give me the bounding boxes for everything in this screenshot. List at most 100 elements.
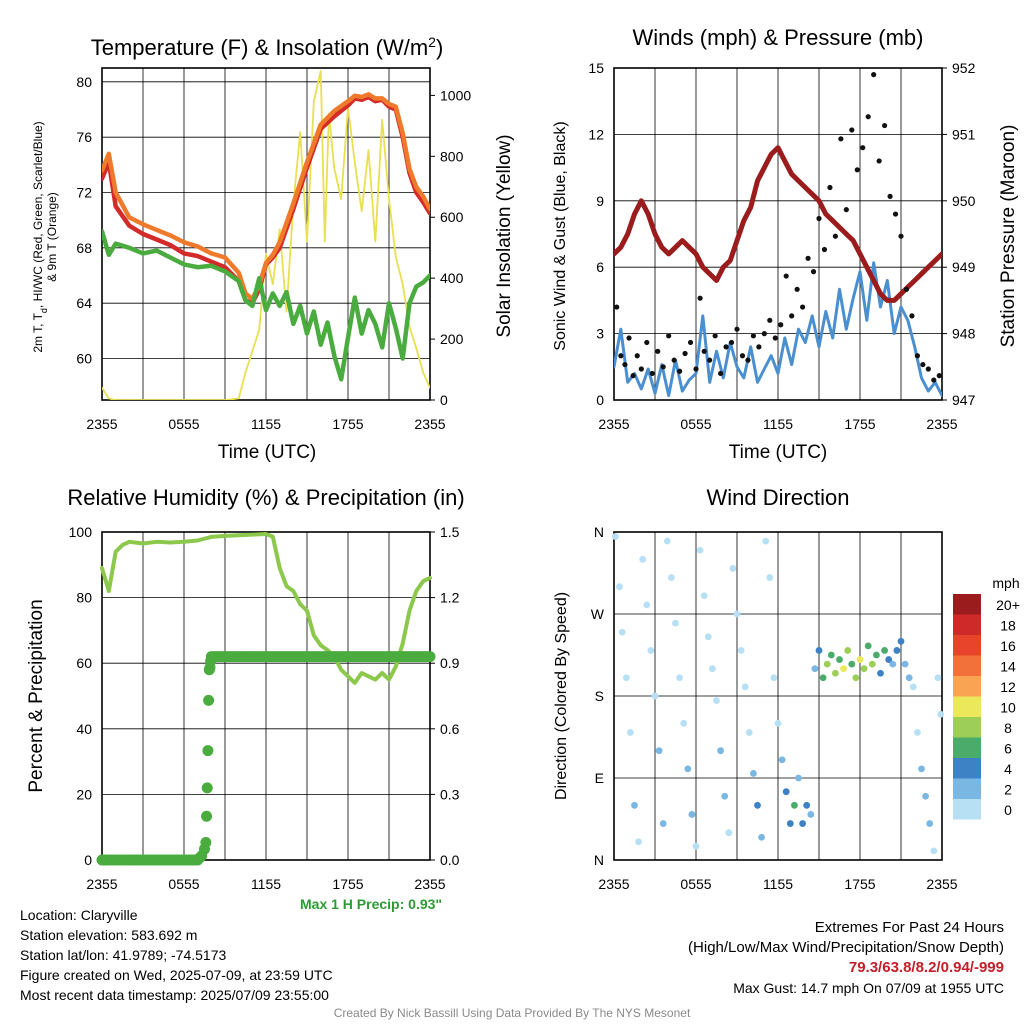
gust-point: [914, 353, 921, 359]
legend-swatch: [953, 655, 981, 676]
direction-point: [704, 633, 712, 641]
direction-point: [864, 642, 872, 650]
extremes-heading: Extremes For Past 24 Hours: [814, 919, 1004, 936]
gust-point: [697, 295, 703, 301]
extremes-subheading: (High/Low/Max Wind/Precipitation/Snow De…: [688, 939, 1004, 956]
direction-point: [909, 683, 917, 691]
nine-meter-temperature-series-line: [102, 92, 430, 302]
direction-point: [717, 747, 724, 755]
gust-point: [925, 366, 931, 372]
direction-point: [758, 833, 765, 841]
gust-point: [728, 339, 735, 346]
direction-point: [737, 647, 745, 654]
gust-point: [750, 333, 757, 339]
y-tick-label: 40: [76, 721, 92, 737]
direction-point: [881, 647, 888, 654]
y2-tick-label: 952: [952, 60, 976, 76]
gust-point: [712, 333, 718, 339]
y-tick-label: 3: [596, 326, 604, 342]
direction-point: [676, 674, 683, 682]
gust-point: [682, 350, 688, 357]
direction-point: [832, 669, 839, 677]
direction-point: [692, 842, 700, 850]
direction-point: [795, 774, 802, 782]
y-tick-label: 60: [76, 655, 92, 671]
gust-point: [865, 114, 871, 120]
direction-title: Wind Direction: [706, 485, 849, 510]
y2-tick-label: 200: [440, 331, 464, 347]
legend-label: 20+: [996, 597, 1020, 613]
direction-point: [914, 729, 921, 736]
y2-tick-label: 1.5: [440, 524, 460, 540]
y2-tick-label: 950: [952, 193, 976, 209]
y-tick-label: 68: [76, 240, 92, 256]
direction-point: [721, 792, 729, 800]
x-tick-label: 2355: [414, 416, 445, 432]
y2-tick-label: 800: [440, 148, 464, 164]
y-tick-label: S: [595, 688, 604, 704]
legend-swatch: [953, 737, 981, 758]
gust-point: [876, 158, 882, 164]
y-tick-label: 76: [76, 129, 92, 145]
humidity-ylabel-left: Percent & Precipitation: [26, 599, 47, 792]
y-tick-label: 64: [76, 295, 92, 311]
direction-point: [729, 565, 737, 572]
direction-point: [815, 647, 823, 654]
gust-point: [843, 207, 849, 213]
direction-point: [770, 674, 778, 682]
x-tick-label: 1155: [251, 876, 281, 892]
gust-point: [800, 304, 806, 310]
max-precip-label: Max 1 H Precip: 0.93": [300, 896, 443, 912]
direction-point: [766, 574, 774, 581]
legend-swatch: [953, 594, 981, 615]
direction-point: [836, 656, 843, 663]
gust-point: [634, 353, 640, 359]
precipitation-point: [201, 810, 213, 822]
y2-tick-label: 600: [440, 209, 464, 225]
direction-point: [848, 660, 856, 668]
direction-point: [778, 756, 786, 764]
gust-point: [816, 215, 822, 222]
direction-point: [659, 820, 667, 827]
direction-point: [611, 533, 619, 540]
direction-point: [905, 674, 913, 682]
gust-point: [644, 339, 650, 346]
gust-point: [745, 357, 751, 363]
winds-ylabel-right: Station Pressure (Maroon): [998, 125, 1019, 348]
direction-point: [745, 729, 753, 736]
direction-point: [688, 811, 696, 818]
direction-point: [627, 729, 634, 736]
direction-point: [680, 719, 688, 727]
y2-tick-label: 947: [952, 392, 976, 408]
x-tick-label: 2355: [86, 416, 117, 432]
direction-legend: 20+ 18 16 14 12 10 8 6 4 2 0: [953, 594, 1020, 820]
temperature-ylabel-right: Solar Insolation (Yellow): [494, 134, 515, 337]
y-tick-label: 0: [596, 392, 604, 408]
legend-label: 8: [1004, 720, 1012, 736]
legend-swatch: [953, 778, 981, 799]
gust-point: [871, 72, 877, 78]
recent-timestamp: Most recent data timestamp: 2025/07/09 2…: [20, 987, 329, 1003]
gust-point: [614, 304, 620, 310]
gust-point: [778, 322, 784, 328]
relative-humidity-series-line: [100, 532, 432, 685]
x-tick-label: 2355: [414, 876, 445, 892]
direction-point: [655, 747, 663, 755]
y-tick-label: 9: [596, 193, 604, 209]
direction-point: [823, 660, 831, 668]
gust-point: [931, 377, 937, 383]
gust-point: [718, 370, 724, 377]
direction-point: [700, 592, 708, 600]
y-tick-label: 72: [76, 185, 92, 201]
legend-swatch: [953, 717, 981, 738]
y-tick-label: 6: [596, 259, 604, 275]
y-tick-label: E: [595, 770, 604, 786]
footer-credit: Created By Nick Bassill Using Data Provi…: [333, 1006, 691, 1020]
direction-point: [893, 647, 901, 654]
direction-point: [934, 674, 942, 682]
figure-created: Figure created on Wed, 2025-07-09, at 23…: [20, 967, 333, 983]
winds-panel: 2355 0555 1155 1755 2355 0 3 6 9 12 15 947 948 949 950…: [588, 60, 975, 432]
direction-panel: 2355 0555 1155 1755 2355 N E S W N: [591, 524, 958, 892]
temperature-ylabel-left: 2m T, Td, HI/WC (Red, Green, Scarlet/Blu…: [31, 121, 49, 352]
